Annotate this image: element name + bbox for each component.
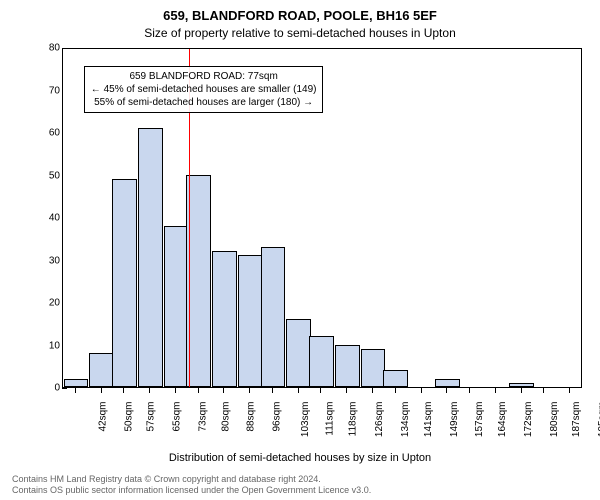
y-tick-label: 60 (49, 128, 60, 139)
x-tick-label: 73sqm (198, 402, 209, 432)
x-tick-mark (175, 388, 176, 393)
y-tick-label: 40 (49, 213, 60, 224)
x-tick-label: 118sqm (348, 402, 359, 437)
x-axis-label: Distribution of semi-detached houses by … (0, 452, 600, 464)
x-tick-label: 111sqm (324, 402, 335, 436)
footer-attribution: Contains HM Land Registry data © Crown c… (12, 474, 371, 496)
x-tick-mark (75, 388, 76, 393)
histogram-bar (509, 383, 534, 387)
x-tick-mark (446, 388, 447, 393)
x-tick-label: 96sqm (272, 402, 283, 432)
histogram-bar (261, 247, 286, 387)
x-tick-label: 88sqm (246, 402, 257, 432)
histogram-bar (138, 128, 163, 387)
histogram-bar (309, 336, 334, 387)
x-tick-label: 80sqm (220, 402, 231, 432)
histogram-bar (112, 179, 137, 387)
x-tick-mark (346, 388, 347, 393)
x-tick-mark (101, 388, 102, 393)
y-tick-label: 0 (54, 383, 60, 394)
x-tick-mark (521, 388, 522, 393)
histogram-bar (64, 379, 89, 388)
chart-container: 659, BLANDFORD ROAD, POOLE, BH16 5EF Siz… (0, 0, 600, 500)
histogram-bar (164, 226, 189, 388)
x-tick-mark (395, 388, 396, 393)
x-tick-mark (495, 388, 496, 393)
annotation-line1: 659 BLANDFORD ROAD: 77sqm (91, 70, 317, 83)
x-tick-label: 180sqm (549, 402, 560, 438)
x-tick-label: 42sqm (97, 402, 108, 432)
y-tick-label: 50 (49, 170, 60, 181)
histogram-bar (361, 349, 386, 387)
x-tick-mark (249, 388, 250, 393)
x-tick-mark (149, 388, 150, 393)
x-tick-mark (298, 388, 299, 393)
histogram-bar (335, 345, 360, 388)
x-tick-mark (320, 388, 321, 393)
x-tick-mark (421, 388, 422, 393)
annotation-box: 659 BLANDFORD ROAD: 77sqm ← 45% of semi-… (84, 66, 324, 113)
x-tick-mark (272, 388, 273, 393)
y-tick-label: 20 (49, 298, 60, 309)
x-tick-mark (123, 388, 124, 393)
y-tick-label: 30 (49, 255, 60, 266)
x-tick-mark (198, 388, 199, 393)
footer-line1: Contains HM Land Registry data © Crown c… (12, 474, 371, 485)
x-tick-label: 126sqm (374, 402, 385, 438)
x-tick-mark (569, 388, 570, 393)
y-tick-label: 80 (49, 43, 60, 54)
x-tick-label: 57sqm (146, 402, 157, 432)
x-tick-label: 141sqm (423, 402, 434, 438)
x-tick-label: 50sqm (123, 402, 134, 432)
x-tick-mark (223, 388, 224, 393)
x-tick-label: 172sqm (523, 402, 534, 438)
chart-title-line1: 659, BLANDFORD ROAD, POOLE, BH16 5EF (0, 8, 600, 23)
x-tick-label: 149sqm (449, 402, 460, 438)
x-tick-label: 65sqm (172, 402, 183, 432)
footer-line2: Contains OS public sector information li… (12, 485, 371, 496)
x-tick-mark (543, 388, 544, 393)
x-tick-label: 103sqm (300, 402, 311, 438)
histogram-bar (286, 319, 311, 387)
x-tick-label: 164sqm (497, 402, 508, 438)
x-axis-ticks: 42sqm 50sqm 57sqm 65sqm 73sqm 80sqm 88sqm 96sqm… (62, 388, 582, 438)
x-tick-label: 157sqm (474, 402, 485, 438)
histogram-bar (212, 251, 237, 387)
histogram-bar (89, 353, 114, 387)
y-axis-ticks: 01020304050607080 (30, 48, 62, 388)
x-tick-label: 134sqm (400, 402, 411, 438)
plot-area: 659 BLANDFORD ROAD: 77sqm ← 45% of semi-… (62, 48, 582, 388)
x-tick-mark (372, 388, 373, 393)
annotation-line2: ← 45% of semi-detached houses are smalle… (91, 83, 317, 96)
chart-title-line2: Size of property relative to semi-detach… (0, 26, 600, 40)
histogram-bar (238, 255, 263, 387)
y-tick-label: 70 (49, 85, 60, 96)
histogram-bar (383, 370, 408, 387)
x-tick-mark (469, 388, 470, 393)
histogram-bar (435, 379, 460, 388)
annotation-line3: 55% of semi-detached houses are larger (… (91, 96, 317, 109)
y-tick-label: 10 (49, 340, 60, 351)
x-tick-label: 187sqm (571, 402, 582, 438)
